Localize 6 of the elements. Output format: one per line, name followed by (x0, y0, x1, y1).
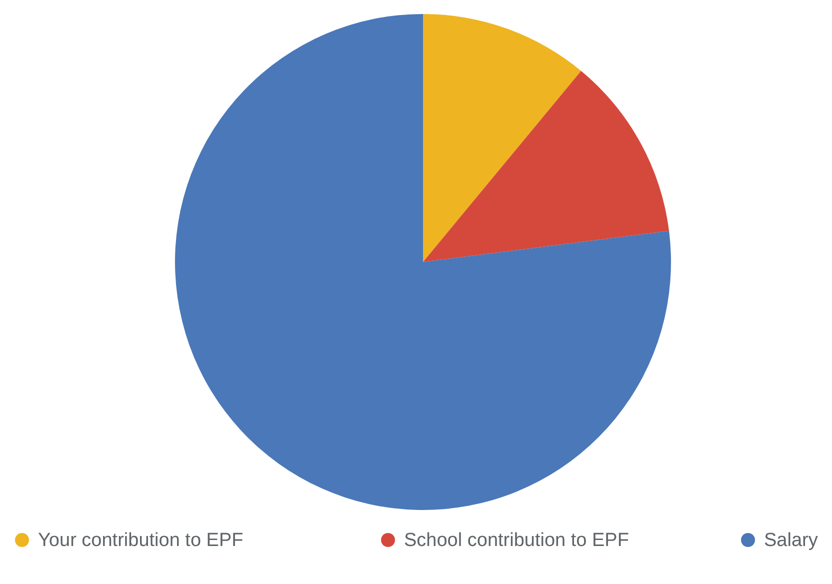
legend-label: Your contribution to EPF (38, 530, 244, 551)
pie-slice (423, 14, 582, 262)
legend-label: Salary (764, 530, 818, 551)
legend-label: School contribution to EPF (404, 530, 629, 551)
pie-slice (175, 14, 671, 510)
pie-slice (423, 70, 670, 262)
